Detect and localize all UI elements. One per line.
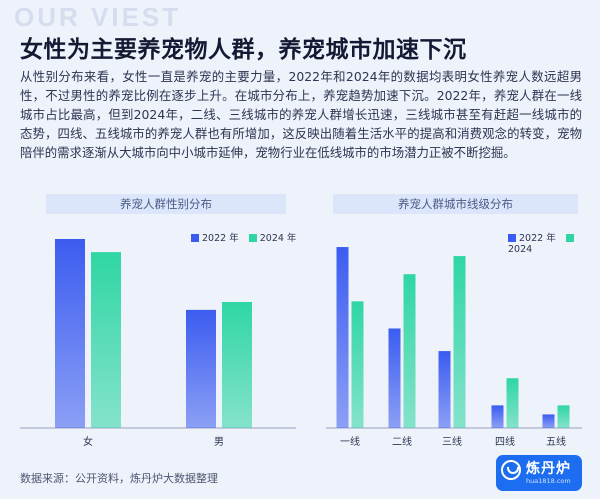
x-tick-label: 二线: [392, 435, 412, 448]
gender-chart-legend: 2022 年 2024 年: [191, 230, 303, 244]
legend-item-2022: 2022 年: [508, 233, 556, 244]
x-tick-label: 四线: [495, 435, 515, 448]
legend-swatch-2022: [191, 234, 199, 242]
data-source-note: 数据来源：公开资料，炼丹炉大数据整理: [20, 472, 218, 485]
gender-chart-header: 养宠人群性别分布: [46, 194, 286, 214]
bar-2022-0: [336, 247, 349, 428]
bar-2022-0: [55, 239, 85, 428]
brand-logo: 炼丹炉 hua1818.com: [496, 455, 582, 491]
legend-label-2022: 2022 年: [519, 233, 556, 244]
page-title: 女性为主要养宠物人群，养宠城市加速下沉: [20, 37, 467, 63]
bar-2024-0: [351, 301, 364, 428]
logo-url: hua1818.com: [526, 477, 571, 485]
legend-label-2024: 2024: [508, 244, 533, 255]
bar-2022-1: [388, 328, 401, 428]
legend-item-2024: 2024 年: [248, 233, 297, 244]
logo-name: 炼丹炉: [526, 461, 571, 477]
legend-item-2024: 2024: [508, 233, 577, 255]
legend-label-2022: 2022 年: [202, 233, 239, 244]
bar-2024-0: [91, 252, 121, 428]
x-tick-label: 五线: [546, 435, 566, 448]
x-tick-label: 男: [214, 436, 224, 448]
x-tick-label: 三线: [442, 435, 462, 448]
legend-swatch-2024: [248, 234, 257, 242]
bar-2022-2: [438, 351, 451, 428]
bar-2024-4: [557, 405, 570, 428]
legend-swatch-2024: [565, 234, 574, 242]
legend-label-2024: 2024 年: [259, 233, 297, 244]
bar-2022-3: [491, 405, 504, 428]
bar-2024-1: [403, 274, 416, 428]
x-tick-label: 一线: [340, 435, 360, 448]
city-chart-legend: 2022 年 2024: [508, 230, 600, 255]
bar-2022-1: [186, 309, 216, 428]
logo-face-icon: [501, 460, 521, 480]
bar-2024-1: [222, 302, 252, 428]
legend-item-2022: 2022 年: [191, 233, 239, 244]
background-watermark: OUR VIEST: [14, 2, 182, 32]
bar-2024-2: [453, 256, 466, 428]
city-chart-header: 养宠人群城市线级分布: [333, 194, 578, 214]
legend-swatch-2022: [508, 234, 516, 242]
bar-2024-3: [506, 378, 519, 428]
summary-paragraph: 从性别分布来看，女性一直是养宠的主要力量，2022年和2024年的数据均表明女性…: [20, 69, 582, 160]
x-tick-label: 女: [83, 435, 93, 448]
bar-2022-4: [542, 414, 555, 428]
